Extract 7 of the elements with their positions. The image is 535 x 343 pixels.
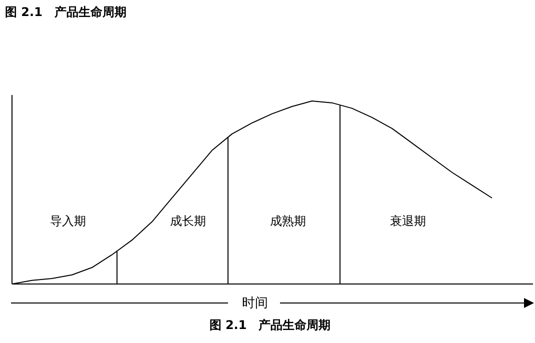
annotation: 衰退期 xyxy=(390,214,426,228)
annotation: 成熟期 xyxy=(270,214,306,228)
annotation: 成长期 xyxy=(170,214,206,228)
annotation: 导入期 xyxy=(50,214,86,228)
caption: 图 2.1 产品生命周期 xyxy=(209,318,331,332)
chart-title: 图 2.1 产品生命周期 xyxy=(5,5,126,19)
x-axis-title: 时间 xyxy=(242,296,268,311)
